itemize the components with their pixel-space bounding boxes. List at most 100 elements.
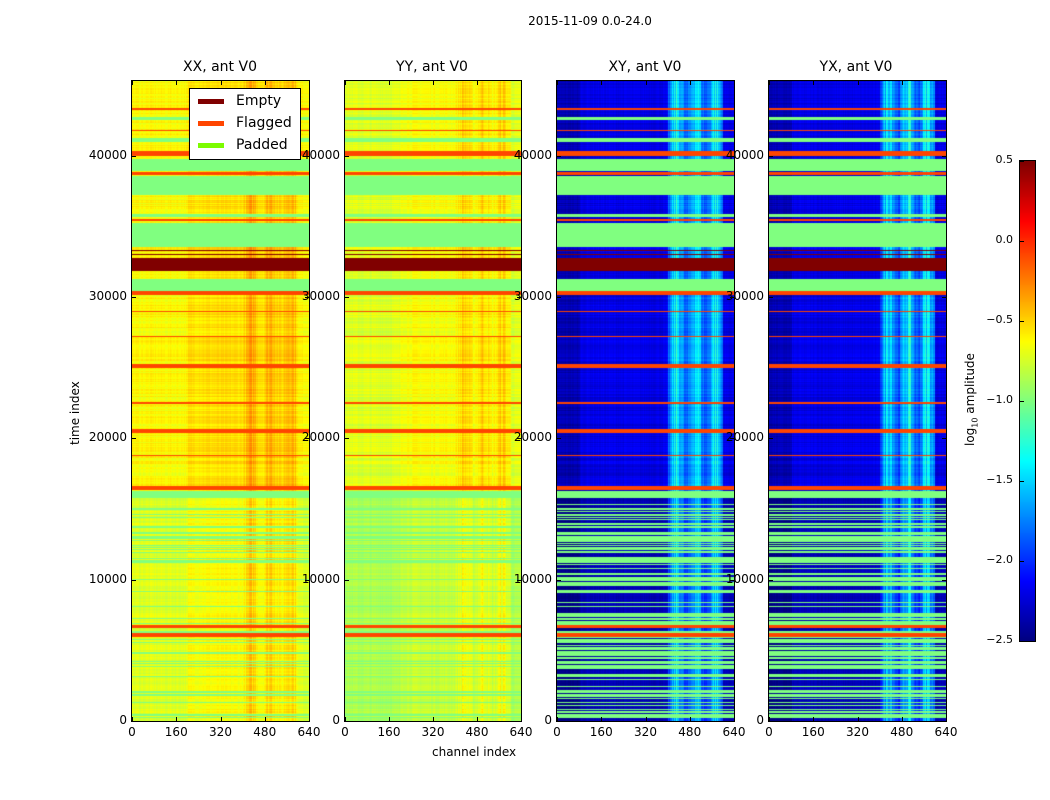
x-tick-label: 0: [553, 725, 561, 739]
x-tick-mark: [345, 717, 346, 721]
x-tick-mark: [477, 81, 478, 85]
colorbar-label-log: log: [963, 427, 977, 446]
y-tick-label: 20000: [88, 430, 127, 445]
legend-swatch-flagged: [198, 120, 224, 126]
x-axis-label: channel index: [432, 745, 517, 759]
x-tick-mark: [521, 717, 522, 721]
x-tick-mark: [309, 81, 310, 85]
y-tick-label: 10000: [725, 571, 764, 586]
panel-title-xy: XY, ant V0: [608, 59, 682, 75]
y-tick-label: 0: [544, 713, 552, 727]
y-tick-mark: [305, 155, 309, 157]
x-tick-mark: [389, 81, 390, 85]
x-tick-label: 0: [765, 725, 773, 739]
legend-entry-padded: Padded: [198, 135, 288, 155]
panel-xy: [556, 80, 735, 722]
x-tick-mark: [557, 717, 558, 721]
colorbar-tick-label: −0.5: [986, 313, 1013, 326]
colorbar-tick-mark: [1020, 481, 1024, 482]
y-tick-label: 10000: [513, 571, 552, 586]
y-tick-mark: [132, 297, 136, 299]
y-tick-label: 20000: [513, 430, 552, 445]
colorbar-tick-label: −2.0: [986, 553, 1013, 566]
panel-title-xx: XX, ant V0: [183, 59, 257, 75]
colorbar-tick-label: −1.5: [986, 473, 1013, 486]
x-tick-label: 480: [890, 725, 914, 739]
y-tick-label: 0: [332, 713, 340, 727]
colorbar-tick-label: 0.0: [995, 233, 1014, 246]
y-tick-label: 20000: [725, 430, 764, 445]
panel-yx: [768, 80, 947, 722]
x-tick-mark: [946, 717, 947, 721]
y-tick-label: 40000: [88, 147, 127, 162]
x-tick-label: 640: [297, 725, 321, 739]
heatmap-yx: [769, 81, 946, 721]
x-tick-mark: [176, 81, 178, 85]
y-tick-mark: [517, 438, 521, 440]
legend-label-flagged: Flagged: [236, 115, 292, 131]
x-tick-label: 480: [465, 725, 489, 739]
y-tick-mark: [345, 579, 349, 581]
y-tick-mark: [769, 579, 773, 581]
y-tick-mark: [132, 579, 136, 581]
legend-entry-flagged: Flagged: [198, 113, 292, 133]
x-tick-mark: [557, 81, 558, 85]
x-tick-label: 160: [801, 725, 825, 739]
x-tick-mark: [769, 717, 770, 721]
x-tick-mark: [601, 81, 603, 85]
x-tick-mark: [132, 81, 133, 85]
y-tick-mark: [730, 721, 734, 722]
x-tick-mark: [433, 81, 434, 85]
colorbar-tick-mark: [1020, 321, 1024, 322]
y-tick-mark: [517, 721, 521, 722]
y-tick-mark: [942, 438, 946, 440]
y-tick-mark: [305, 721, 309, 722]
y-tick-label: 0: [756, 713, 764, 727]
x-tick-mark: [132, 717, 133, 721]
legend: Empty Flagged Padded: [189, 88, 301, 160]
figure-title: 2015-11-09 0.0-24.0: [528, 14, 652, 28]
panel-yy: [344, 80, 522, 722]
x-tick-label: 160: [377, 725, 401, 739]
x-tick-mark: [689, 717, 691, 721]
y-tick-label: 10000: [301, 571, 340, 586]
y-tick-mark: [942, 297, 946, 299]
y-tick-mark: [730, 155, 734, 157]
x-tick-mark: [857, 717, 859, 721]
y-tick-label: 30000: [725, 289, 764, 304]
y-tick-mark: [557, 438, 561, 440]
x-tick-mark: [264, 81, 266, 85]
x-tick-mark: [901, 81, 903, 85]
x-tick-label: 160: [164, 725, 188, 739]
x-tick-mark: [901, 717, 903, 721]
x-tick-label: 160: [589, 725, 613, 739]
y-tick-mark: [769, 438, 773, 440]
x-tick-mark: [645, 717, 647, 721]
y-tick-mark: [942, 721, 946, 722]
y-tick-mark: [557, 297, 561, 299]
x-tick-label: 320: [634, 725, 657, 739]
x-tick-mark: [264, 717, 266, 721]
y-tick-mark: [305, 297, 309, 299]
legend-entry-empty: Empty: [198, 91, 281, 111]
colorbar-label-sub: 10: [970, 417, 980, 428]
x-tick-mark: [734, 717, 735, 721]
y-tick-mark: [345, 438, 349, 440]
x-tick-label: 480: [253, 725, 277, 739]
y-tick-mark: [730, 438, 734, 440]
x-tick-mark: [220, 717, 222, 721]
x-tick-mark: [521, 81, 522, 85]
legend-label-empty: Empty: [236, 93, 282, 109]
y-tick-mark: [769, 721, 773, 722]
y-tick-mark: [769, 297, 773, 299]
x-tick-label: 0: [341, 725, 349, 739]
colorbar-tick-label: −1.0: [986, 393, 1013, 406]
colorbar-tick-mark: [1020, 561, 1024, 562]
colorbar: [1019, 160, 1036, 642]
y-tick-mark: [557, 721, 561, 722]
x-tick-mark: [734, 81, 735, 85]
heatmap-yy: [345, 81, 521, 721]
y-tick-mark: [132, 155, 136, 157]
colorbar-tick-mark: [1020, 161, 1024, 162]
y-tick-mark: [942, 155, 946, 157]
